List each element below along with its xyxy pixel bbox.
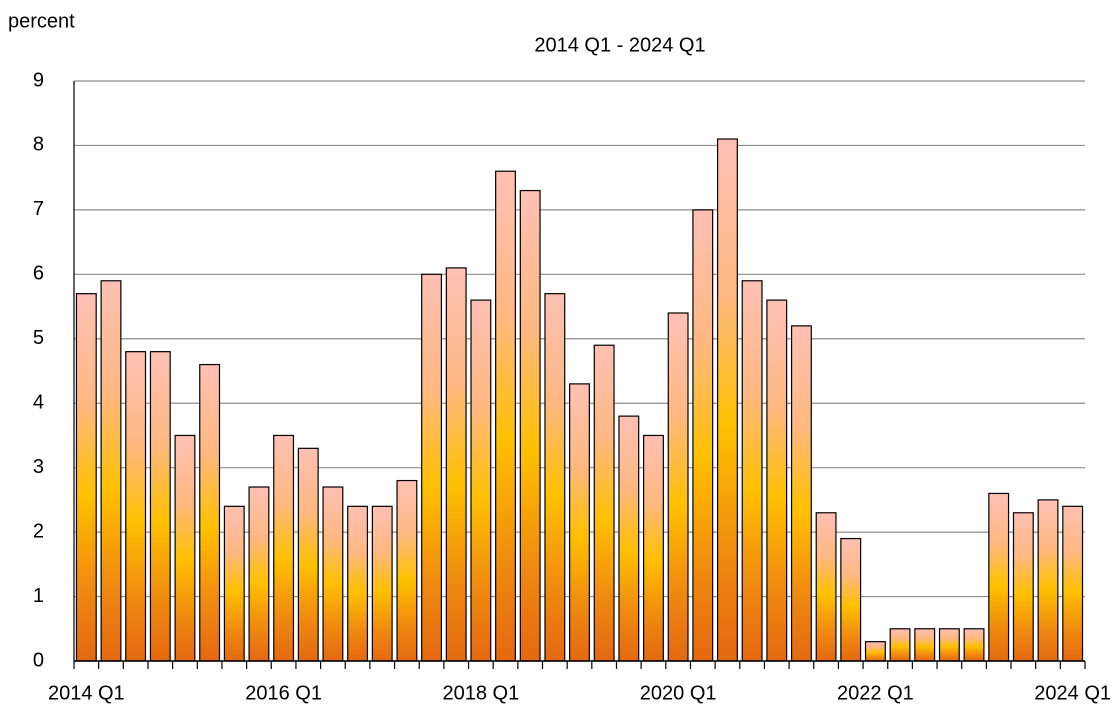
bar: [495, 170, 516, 662]
bar: [864, 641, 886, 662]
bar: [840, 537, 862, 662]
bar: [75, 293, 97, 662]
bar: [643, 434, 664, 662]
x-tick-label: 2014 Q1: [48, 682, 125, 704]
y-tick-label: 2: [33, 520, 44, 542]
bar: [815, 512, 837, 662]
bar: [692, 209, 714, 662]
y-tick-label: 4: [33, 392, 44, 414]
bar: [273, 434, 295, 662]
bar: [741, 280, 763, 662]
y-tick-label: 7: [33, 198, 44, 220]
bar: [125, 351, 147, 662]
bar: [421, 273, 443, 662]
y-tick-label: 0: [33, 649, 44, 671]
x-tick-label: 2016 Q1: [245, 682, 322, 704]
x-tick-label: 2024 Q1: [1034, 682, 1111, 704]
y-tick-label: 1: [33, 585, 44, 607]
bar: [618, 415, 640, 662]
bar: [938, 628, 960, 662]
bar: [988, 492, 1010, 662]
y-tick-label: 5: [33, 327, 44, 349]
bar: [347, 505, 369, 662]
bar: [396, 479, 418, 662]
bar: [914, 628, 936, 662]
x-tick-label: 2020 Q1: [640, 682, 717, 704]
y-tick-label: 9: [33, 69, 44, 91]
bar: [470, 299, 492, 662]
chart-subtitle: 2014 Q1 - 2024 Q1: [534, 34, 705, 56]
bar: [716, 138, 738, 662]
bar: [766, 299, 788, 662]
bar: [149, 351, 171, 662]
y-axis-label: percent: [8, 10, 75, 32]
bar: [790, 325, 812, 662]
x-tick-label: 2018 Q1: [442, 682, 519, 704]
bar: [1012, 512, 1034, 662]
bar: [371, 505, 393, 662]
bar: [297, 447, 319, 662]
bar: [569, 383, 590, 662]
bar: [1037, 499, 1059, 662]
bar: [544, 293, 566, 662]
bar: [593, 344, 615, 662]
bar: [667, 312, 689, 662]
bar: [519, 189, 541, 662]
bar: [223, 505, 245, 662]
bar: [199, 363, 221, 662]
bar: [174, 434, 196, 662]
bar: [963, 628, 985, 662]
bar: [322, 486, 344, 662]
bar: [445, 267, 467, 662]
y-tick-label: 3: [33, 456, 44, 478]
bar: [100, 280, 122, 662]
bar: [248, 486, 270, 662]
y-tick-label: 8: [33, 134, 44, 156]
x-tick-label: 2022 Q1: [837, 682, 914, 704]
bar: [889, 628, 911, 662]
bar: [1062, 505, 1084, 662]
y-tick-label: 6: [33, 263, 44, 285]
